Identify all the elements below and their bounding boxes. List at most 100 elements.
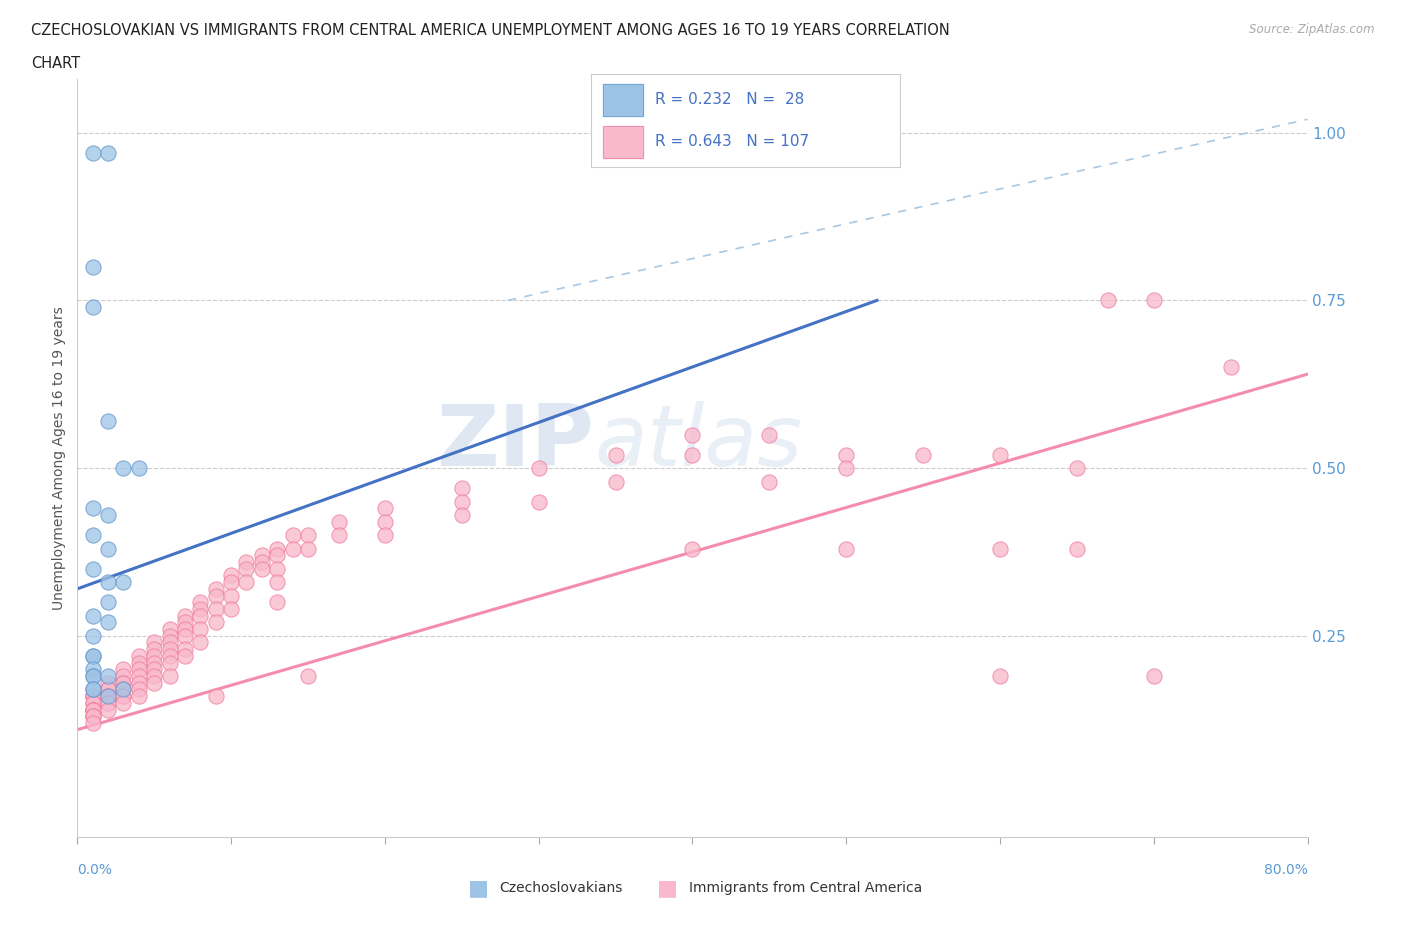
Point <box>97 615 120 630</box>
Point <box>128 669 150 684</box>
Point <box>82 709 104 724</box>
Point <box>97 541 120 556</box>
Point <box>82 682 104 697</box>
Point <box>266 595 288 610</box>
Point <box>204 602 226 617</box>
Point <box>188 602 212 617</box>
Point <box>835 541 858 556</box>
Point <box>297 541 319 556</box>
Point <box>82 669 104 684</box>
Point <box>1066 541 1088 556</box>
Point <box>128 675 150 690</box>
Point <box>112 460 135 475</box>
Text: ■: ■ <box>658 878 678 898</box>
Point <box>97 575 120 590</box>
Point <box>82 689 104 704</box>
Point <box>112 696 135 711</box>
Point <box>112 689 135 704</box>
Point <box>682 541 704 556</box>
Point <box>605 447 627 462</box>
Point <box>159 669 181 684</box>
Point <box>112 669 135 684</box>
Point <box>281 541 304 556</box>
Point <box>82 527 104 542</box>
Point <box>82 709 104 724</box>
Point <box>82 689 104 704</box>
Point <box>235 554 257 569</box>
Point <box>97 414 120 429</box>
Point <box>143 662 166 677</box>
Point <box>450 481 472 496</box>
Point <box>82 682 104 697</box>
Point <box>159 629 181 644</box>
Point <box>82 669 104 684</box>
Point <box>266 575 288 590</box>
Point <box>82 299 104 314</box>
Point <box>128 689 150 704</box>
Text: atlas: atlas <box>595 402 801 485</box>
Point <box>143 642 166 657</box>
Point <box>250 562 273 577</box>
Point <box>188 635 212 650</box>
Point <box>82 662 104 677</box>
Point <box>758 427 780 442</box>
Bar <box>603 126 643 158</box>
Point <box>97 696 120 711</box>
Point <box>82 145 104 160</box>
Point <box>128 682 150 697</box>
Point <box>82 696 104 711</box>
Point <box>219 602 242 617</box>
Point <box>159 648 181 663</box>
Point <box>1143 669 1166 684</box>
Point <box>188 621 212 636</box>
Point <box>82 608 104 623</box>
Point <box>97 689 120 704</box>
Point <box>204 581 226 596</box>
Point <box>82 648 104 663</box>
Point <box>97 689 120 704</box>
Point <box>988 669 1011 684</box>
Point <box>174 608 197 623</box>
Point <box>97 669 120 684</box>
Point <box>682 447 704 462</box>
Text: Immigrants from Central America: Immigrants from Central America <box>689 881 922 896</box>
Text: 0.0%: 0.0% <box>77 862 112 877</box>
Point <box>219 575 242 590</box>
Point <box>328 514 350 529</box>
Point <box>97 696 120 711</box>
Point <box>450 494 472 509</box>
Point <box>82 648 104 663</box>
Text: Source: ZipAtlas.com: Source: ZipAtlas.com <box>1250 23 1375 36</box>
Point <box>82 696 104 711</box>
Point <box>235 575 257 590</box>
Point <box>174 629 197 644</box>
Point <box>328 527 350 542</box>
Text: R = 0.643   N = 107: R = 0.643 N = 107 <box>655 134 810 149</box>
Point <box>82 715 104 730</box>
Point <box>128 655 150 670</box>
Point <box>112 675 135 690</box>
Point <box>97 145 120 160</box>
Point <box>835 447 858 462</box>
Point <box>97 689 120 704</box>
Y-axis label: Unemployment Among Ages 16 to 19 years: Unemployment Among Ages 16 to 19 years <box>52 306 66 610</box>
Point <box>82 702 104 717</box>
Text: R = 0.232   N =  28: R = 0.232 N = 28 <box>655 92 804 107</box>
Point <box>128 662 150 677</box>
Point <box>159 635 181 650</box>
Point <box>97 508 120 523</box>
Point <box>204 689 226 704</box>
Text: CHART: CHART <box>31 56 80 71</box>
Text: ZIP: ZIP <box>436 402 595 485</box>
Point <box>82 702 104 717</box>
Text: 80.0%: 80.0% <box>1264 862 1308 877</box>
Point <box>235 562 257 577</box>
Point <box>97 595 120 610</box>
Point <box>82 702 104 717</box>
Point <box>682 427 704 442</box>
Point <box>112 662 135 677</box>
Point <box>143 655 166 670</box>
Point <box>988 447 1011 462</box>
Point <box>174 621 197 636</box>
Point <box>159 655 181 670</box>
